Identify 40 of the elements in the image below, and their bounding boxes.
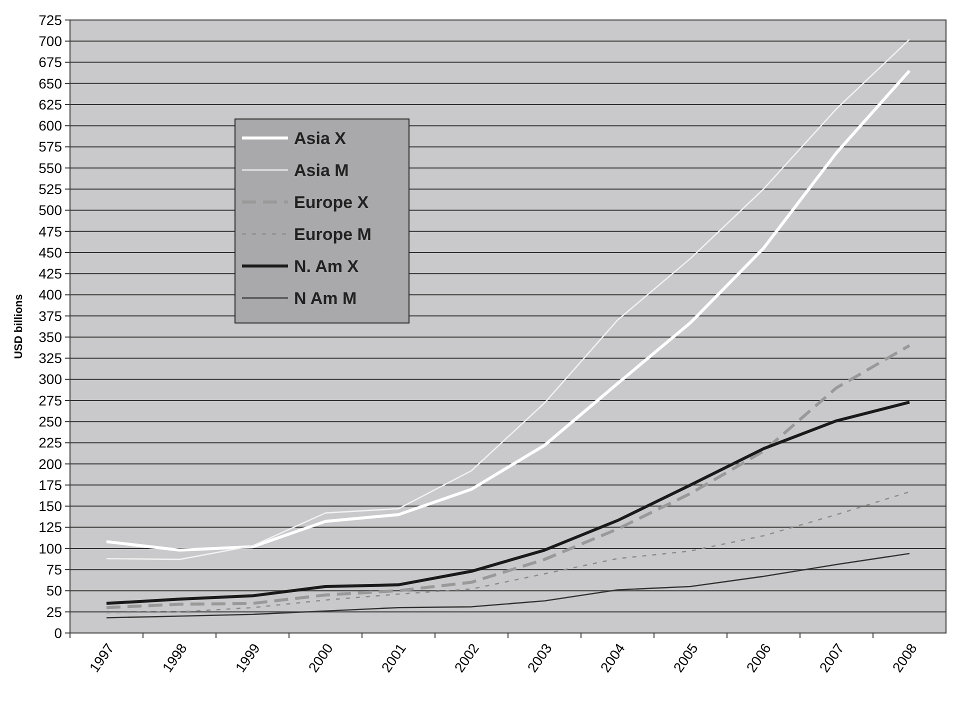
y-tick-label: 550	[38, 160, 62, 176]
y-tick-label: 425	[38, 266, 62, 282]
y-tick-label: 125	[38, 519, 62, 536]
legend-label: N. Am X	[294, 256, 360, 276]
y-tick-label: 700	[38, 33, 62, 50]
y-tick-label: 450	[38, 244, 62, 260]
y-tick-label: 75	[46, 561, 62, 578]
y-tick-label: 525	[38, 181, 62, 198]
y-tick-label: 200	[38, 456, 62, 472]
y-tick-label: 150	[38, 498, 62, 514]
y-tick-label: 300	[38, 371, 62, 388]
legend-label: Europe M	[294, 224, 372, 244]
y-tick-label: 475	[38, 223, 62, 240]
legend-label: Asia M	[294, 160, 349, 180]
y-tick-label: 25	[46, 604, 62, 620]
y-tick-label: 375	[38, 308, 62, 324]
line-series	[105, 344, 911, 610]
y-tick-label: 50	[46, 582, 62, 599]
y-tick-label: 100	[38, 540, 62, 556]
y-tick-label: 225	[38, 434, 62, 451]
legend-label: Asia X	[294, 128, 347, 148]
y-tick-label: 575	[38, 138, 62, 155]
y-tick-label: 175	[38, 476, 62, 493]
y-tick-label: 275	[38, 392, 62, 408]
y-tick-label: 650	[38, 75, 62, 92]
legend-label: Europe X	[294, 192, 370, 212]
y-tick-label: 675	[38, 54, 62, 70]
y-tick-label: 0	[54, 624, 62, 641]
y-axis-title: USD billions	[13, 294, 25, 359]
y-tick-label: 350	[38, 328, 62, 345]
y-tick-label: 500	[38, 202, 62, 218]
y-tick-label: 600	[38, 118, 62, 134]
y-tick-label: 625	[38, 96, 62, 112]
y-tick-label: 400	[38, 286, 62, 303]
y-tick-label: 325	[38, 350, 62, 366]
y-tick-label: 250	[38, 414, 62, 430]
line-series	[105, 400, 911, 605]
legend-label: N Am M	[294, 288, 357, 308]
y-tick-label: 725	[38, 12, 62, 28]
line-series	[106, 491, 910, 614]
